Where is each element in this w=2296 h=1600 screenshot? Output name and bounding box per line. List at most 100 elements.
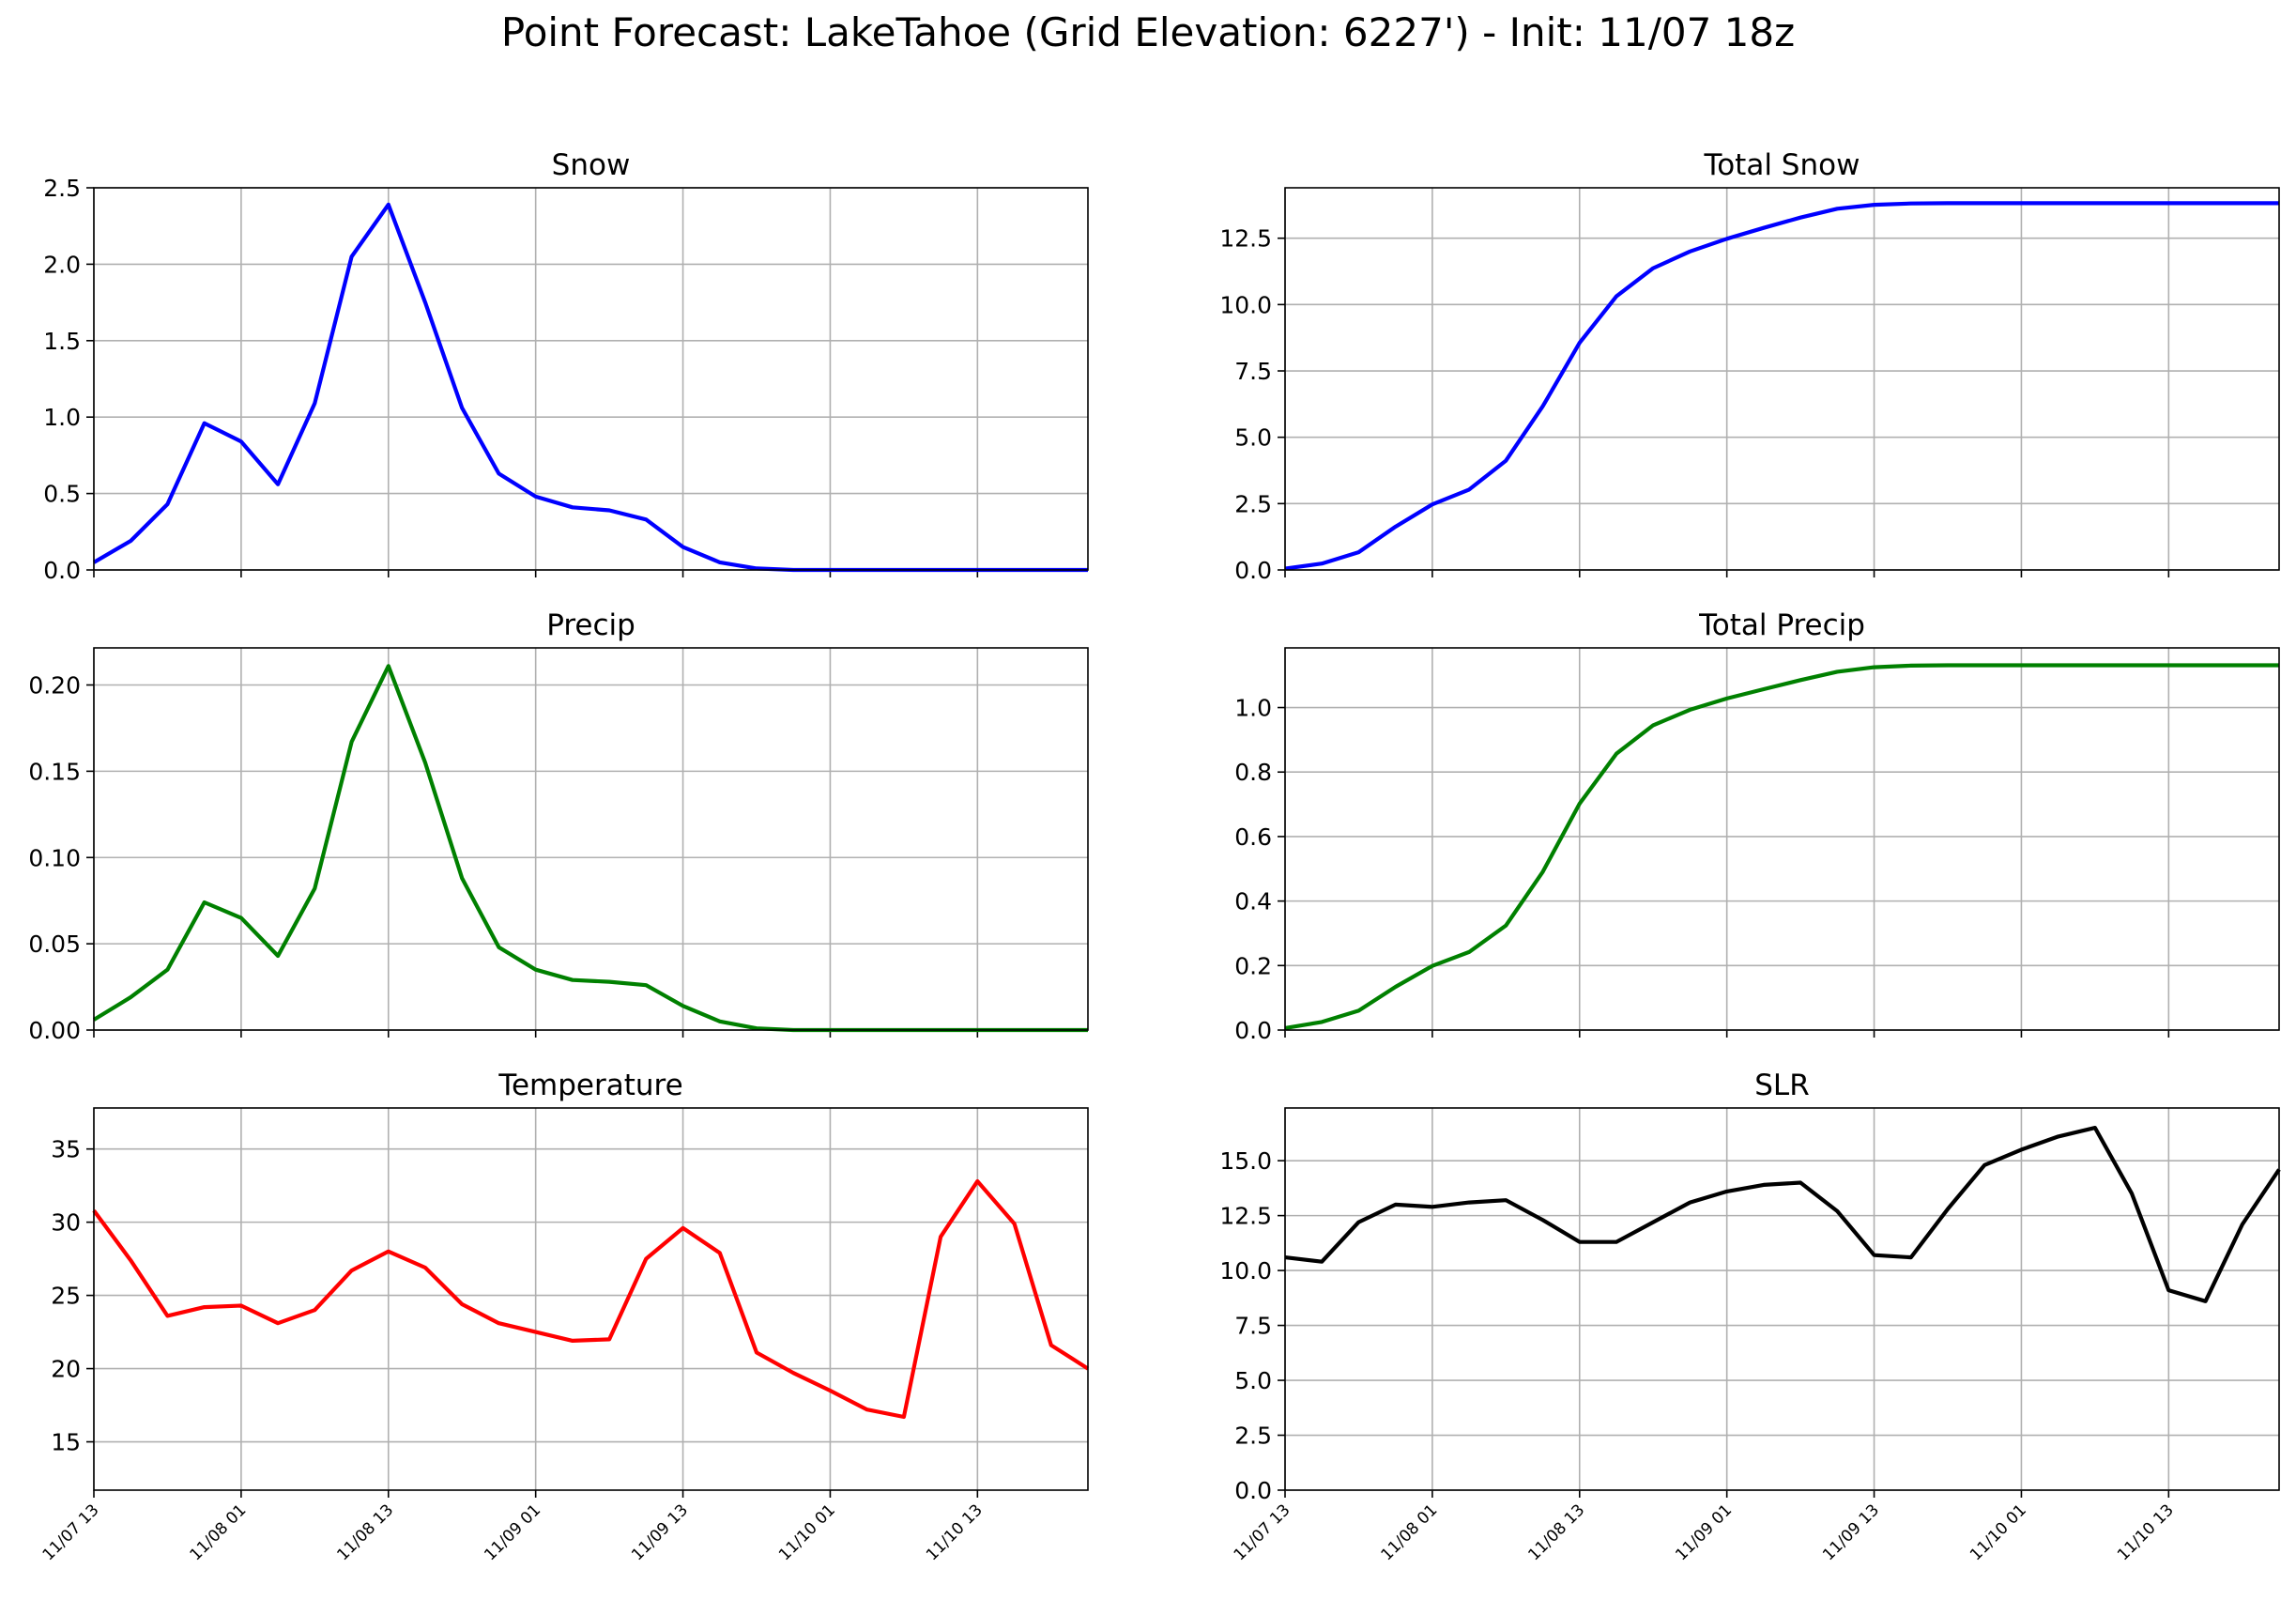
total-precip-data-point	[2057, 664, 2060, 668]
total-precip-axes-frame	[1284, 647, 2280, 1031]
snow-data-point	[313, 402, 316, 406]
temperature-data-point	[239, 1304, 243, 1308]
slr-data-point	[1873, 1254, 1876, 1257]
snow-data-point	[239, 439, 243, 443]
total-precip-y-tick-label: 0.4	[1234, 888, 1272, 915]
snow-y-tick-label: 0.0	[43, 557, 81, 584]
temperature-data-point	[313, 1308, 316, 1312]
temperature-y-tick-label: 25	[51, 1283, 81, 1310]
temperature-data-point	[755, 1350, 758, 1354]
slr-series-line	[1284, 1125, 2281, 1303]
slr-y-tick-label: 7.5	[1234, 1313, 1272, 1340]
total-precip-data-point	[1615, 752, 1618, 756]
total-precip-title: Total Precip	[1698, 608, 1865, 642]
temperature-data-point	[497, 1321, 500, 1325]
temperature-x-tick-label: 11/09 13	[628, 1500, 692, 1564]
precip-data-point	[534, 968, 538, 972]
total-precip-data-point	[1909, 664, 1913, 668]
total-snow-series-line	[1284, 201, 2279, 571]
temperature-data-point	[350, 1269, 354, 1272]
total-precip-data-point	[2019, 664, 2023, 668]
slr-y-tick-label: 12.5	[1219, 1203, 1272, 1230]
temperature-title: Temperature	[497, 1069, 682, 1102]
slr-data-point	[2204, 1300, 2208, 1303]
precip-data-point	[387, 664, 390, 668]
snow-data-point	[460, 406, 464, 409]
temperature-data-point	[1013, 1222, 1017, 1225]
slr-data-point	[1688, 1201, 1691, 1205]
slr-data-point	[1762, 1183, 1766, 1187]
snow-data-point	[387, 203, 390, 207]
figure-title: Point Forecast: LakeTahoe (Grid Elevatio…	[500, 9, 1796, 55]
slr-y-tick-label: 2.5	[1234, 1423, 1272, 1450]
temperature-x-tick-label: 11/09 01	[481, 1500, 544, 1564]
temperature-data-point	[571, 1339, 574, 1343]
precip-y-tick-label: 0.15	[28, 758, 81, 785]
total-precip-data-point	[2166, 664, 2170, 668]
slr-x-tick-label: 11/09 01	[1672, 1500, 1736, 1564]
total-precip-data-point	[1578, 802, 1582, 806]
slr-x-tick-label: 11/09 13	[1819, 1500, 1883, 1564]
snow-y-tick-label: 1.5	[43, 328, 81, 355]
total-snow-data-point	[1615, 295, 1618, 299]
slr-y-tick-label: 10.0	[1219, 1257, 1272, 1285]
total-precip-data-point	[1467, 950, 1471, 954]
total-precip-y-tick-label: 1.0	[1234, 695, 1272, 722]
temperature-x-tick-label: 11/08 01	[187, 1500, 251, 1564]
chart-total-precip: Total Precip 0.0 0.2 0.4 0.6 0.8 1.0	[1234, 608, 2280, 1044]
total-snow-data-point	[1835, 207, 1839, 210]
snow-y-tick-label: 2.5	[43, 175, 81, 202]
total-precip-data-point	[1725, 697, 1729, 700]
total-precip-data-point	[2204, 664, 2208, 668]
snow-title: Snow	[552, 148, 631, 182]
precip-data-point	[423, 761, 427, 764]
snow-axes-frame	[93, 187, 1089, 571]
slr-y-tick-label: 5.0	[1234, 1367, 1272, 1394]
temperature-data-point	[644, 1257, 648, 1261]
chart-slr: SLR 11/07 13 11/08 01 11/08 13 11/09 01 11/09…	[1219, 1069, 2281, 1564]
temperature-data-point	[534, 1331, 538, 1334]
slr-data-point	[1467, 1201, 1471, 1205]
precip-data-point	[203, 900, 207, 904]
total-snow-data-point	[1762, 226, 1766, 230]
temperature-y-tick-label: 20	[51, 1356, 81, 1383]
slr-x-tick-label: 11/10 01	[1967, 1500, 2030, 1564]
slr-axes-frame	[1284, 1107, 2280, 1491]
precip-y-tick-label: 0.10	[28, 844, 81, 871]
precip-y-tick-label: 0.20	[28, 672, 81, 700]
slr-data-point	[2166, 1288, 2170, 1292]
total-snow-data-point	[1394, 525, 1398, 529]
total-precip-data-point	[1982, 664, 1986, 668]
slr-x-tick-label: 11/10 13	[2114, 1500, 2178, 1564]
snow-data-point	[534, 495, 538, 499]
snow-data-point	[165, 502, 169, 506]
total-snow-y-tick-label: 12.5	[1219, 225, 1272, 253]
total-precip-data-point	[1799, 678, 1802, 682]
temperature-series-line	[92, 1178, 1090, 1420]
temperature-data-point	[387, 1250, 390, 1254]
chart-total-snow: Total Snow 0.0 2.5 5.0 7.5 10.0 12.5	[1219, 148, 2280, 584]
precip-axes-frame	[93, 647, 1089, 1031]
chart-precip: Precip 0.00 0.05 0.10 0.15 0.20	[28, 608, 1089, 1044]
total-precip-data-point	[1320, 1020, 1324, 1023]
total-precip-data-point	[2241, 664, 2244, 668]
total-snow-y-tick-label: 7.5	[1234, 358, 1272, 385]
precip-data-point	[313, 886, 316, 890]
total-snow-y-tick-label: 5.0	[1234, 424, 1272, 452]
temperature-data-point	[791, 1371, 795, 1375]
total-precip-data-point	[1762, 687, 1766, 691]
total-snow-title: Total Snow	[1704, 148, 1860, 182]
slr-data-point	[1431, 1205, 1434, 1208]
total-snow-data-point	[1946, 201, 1950, 205]
precip-series-line	[92, 664, 1088, 1033]
total-precip-data-point	[1356, 1008, 1360, 1012]
slr-data-point	[1799, 1181, 1802, 1185]
precip-data-point	[718, 1020, 722, 1023]
slr-x-tick-label: 11/08 01	[1378, 1500, 1442, 1564]
total-precip-y-tick-label: 0.2	[1234, 952, 1272, 979]
slr-data-point	[1504, 1198, 1508, 1202]
slr-data-point	[1835, 1209, 1839, 1213]
total-snow-data-point	[1467, 487, 1471, 491]
total-precip-data-point	[1541, 869, 1545, 873]
snow-y-tick-label: 1.0	[43, 404, 81, 431]
